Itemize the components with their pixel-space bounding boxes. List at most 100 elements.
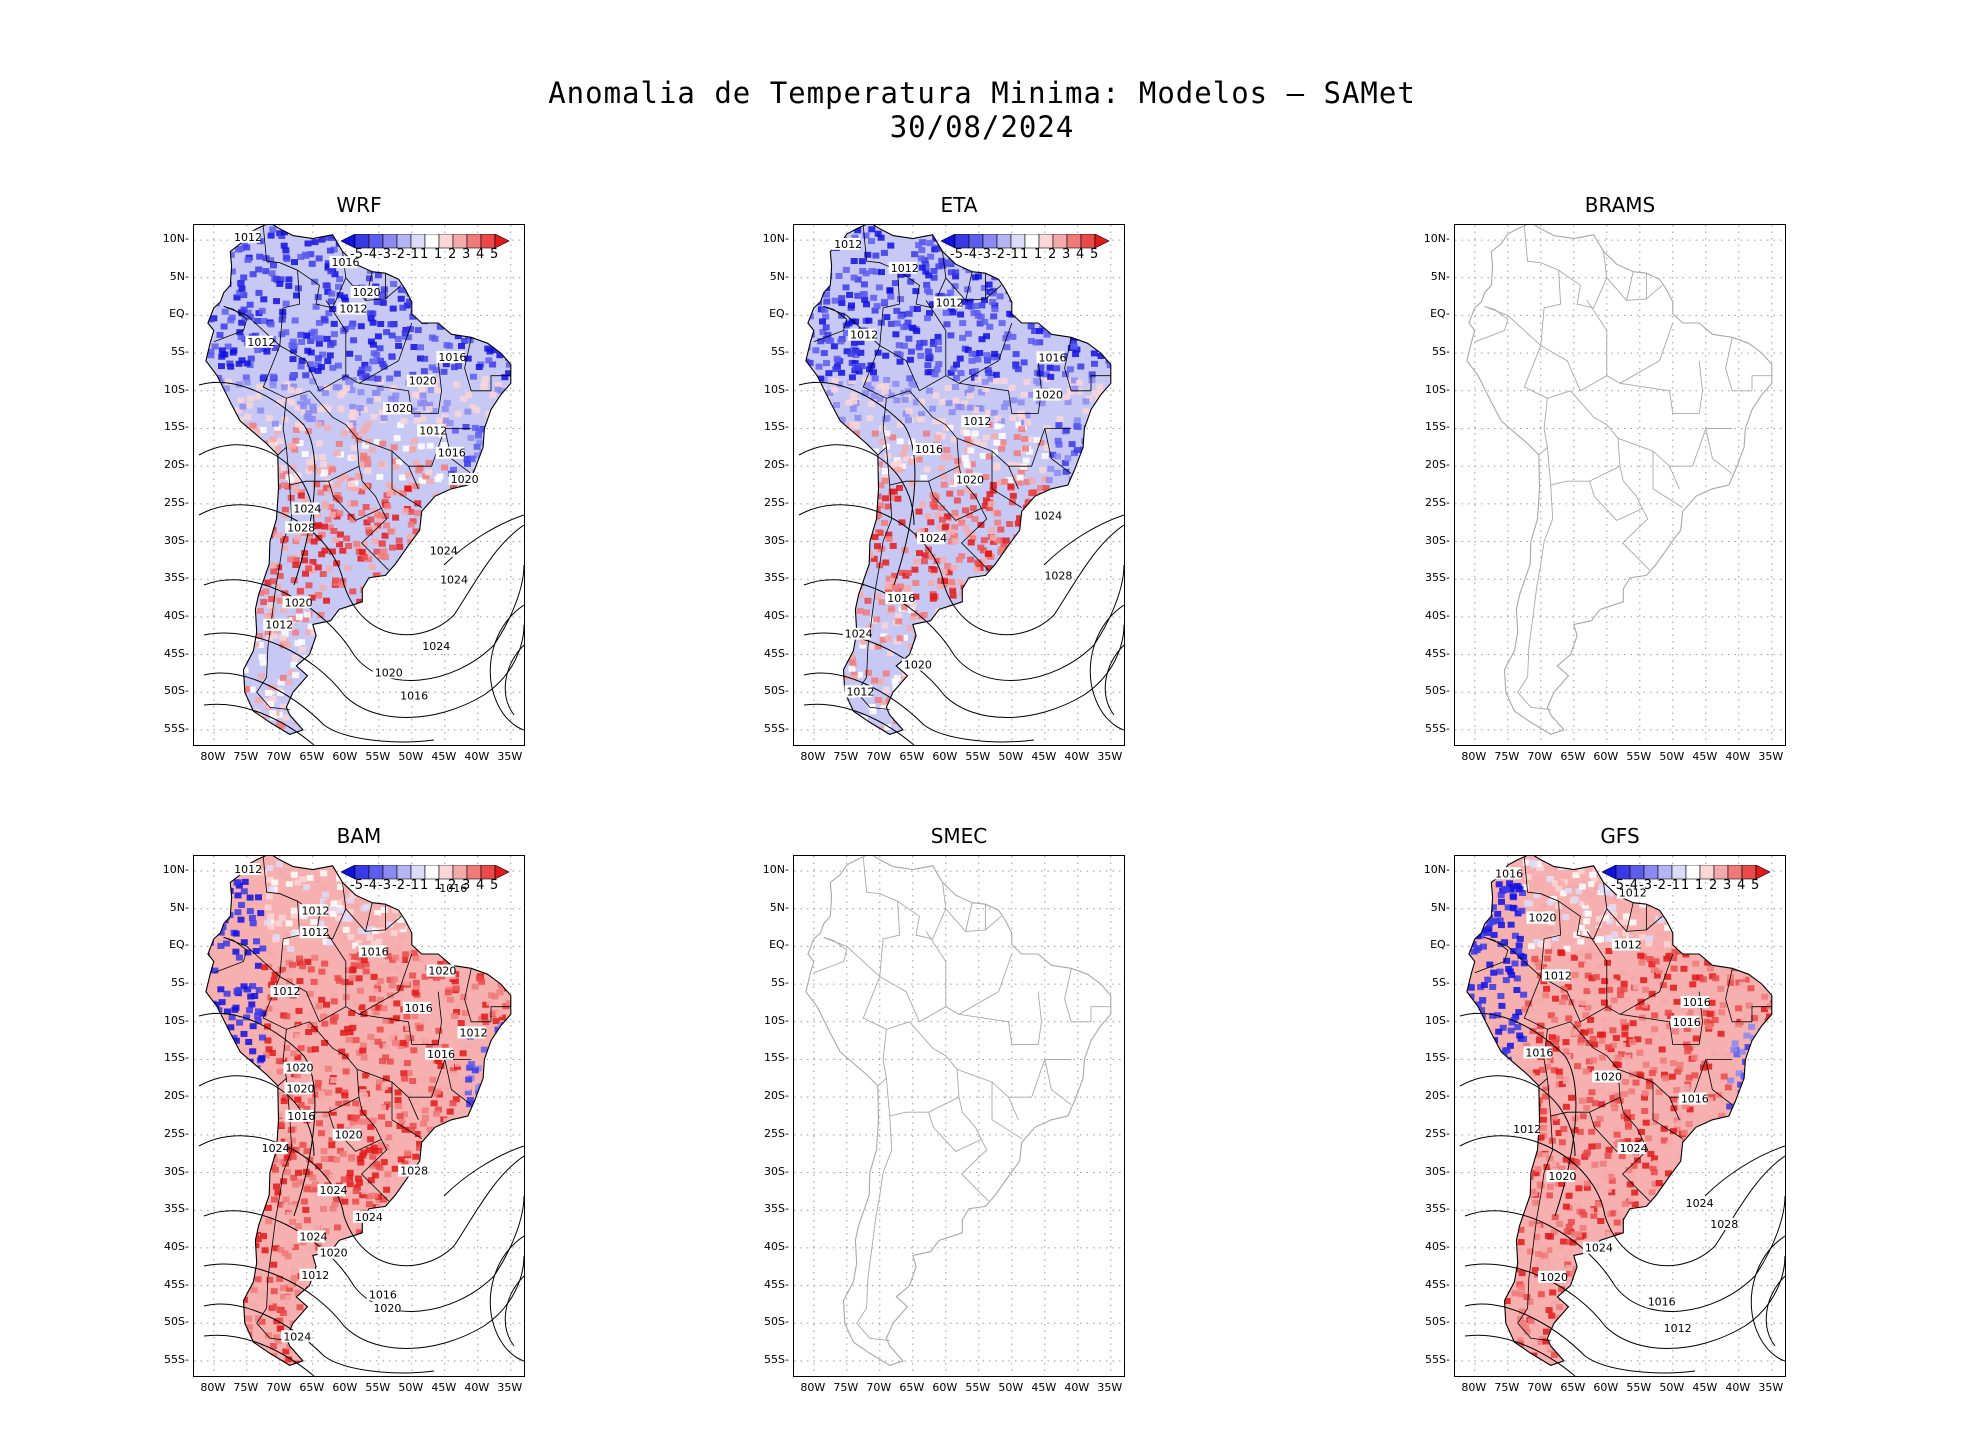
isobar-label-bg [1036, 351, 1065, 364]
lat-tick-label: EQ- [769, 938, 789, 952]
lat-tick-label: 35S- [164, 571, 189, 585]
isobar-label-bg [366, 1288, 395, 1301]
isobar-label: 1020 [451, 473, 479, 486]
colorbar-tick-label: 2 [1709, 878, 1718, 893]
isobars [1459, 1012, 1785, 1376]
colorbar-tick-label: 1 [420, 878, 429, 893]
isobar-label: 1012 [963, 415, 991, 428]
isobar-label-bg [885, 591, 914, 604]
isobar-label: 1028 [287, 521, 315, 534]
colorbar-tick-label: -5 [350, 247, 363, 262]
isobar-label: 1012 [301, 926, 329, 939]
isobar-label: 1020 [287, 1082, 315, 1095]
colorbar-tick-label: -2 [992, 247, 1005, 262]
lat-tick-label: 5N- [1430, 900, 1450, 914]
lon-tick-label: 50W [398, 750, 424, 763]
isobar-label-bg [371, 1301, 400, 1314]
colorbar-tick-label: -3 [978, 247, 991, 262]
isobar-label-bg [913, 443, 942, 456]
lat-tick-label: 5N- [1430, 269, 1450, 283]
colorbar-tick-label: -5 [350, 878, 363, 893]
isobar-label: 1024 [440, 573, 468, 586]
lat-tick-label: 35S- [764, 1202, 789, 1216]
isobar-label: 1024 [299, 1230, 327, 1243]
lon-tick-label: 45W [1692, 750, 1718, 763]
isobar-label-bg [332, 1128, 361, 1141]
isobar-label: 1012 [460, 1026, 488, 1039]
isobar-label: 1016 [1525, 1046, 1553, 1059]
isobar-label-bg [1032, 509, 1061, 522]
isobar-label: 1024 [283, 1330, 311, 1343]
colorbar-wrf [341, 234, 510, 249]
isobar-label: 1012 [1664, 1322, 1692, 1335]
colorbar-tick-label: 2 [448, 247, 457, 262]
isobar-label-bg [299, 926, 328, 939]
colorbar-eta [941, 234, 1110, 249]
isobar-label: 1016 [369, 1288, 397, 1301]
lat-tick-label: 10S- [764, 1013, 789, 1027]
map-svg-bam: 1012101610121012101610201012101610121016… [194, 856, 524, 1376]
lon-tick-label: 45W [431, 750, 457, 763]
isobar-label-bg [916, 532, 945, 545]
isobar-label: 1024 [293, 502, 321, 515]
isobar-label-bg [329, 256, 358, 269]
lon-tick-label: 65W [1560, 1381, 1586, 1394]
isobar-label-bg [438, 573, 467, 586]
lat-tick-label: 15S- [164, 1051, 189, 1065]
lon-tick-label: 55W [1626, 1381, 1652, 1394]
isobar-label: 1016 [361, 945, 389, 958]
lon-tick-label: 65W [899, 1381, 925, 1394]
lat-tick-label: 20S- [1425, 458, 1450, 472]
lat-tick-label: 55S- [764, 1352, 789, 1366]
lon-tick-label: 75W [233, 1381, 259, 1394]
isobar-label-bg [1611, 938, 1640, 951]
isobar-label: 1024 [1585, 1242, 1613, 1255]
lat-tick-label: 5S- [771, 345, 789, 359]
isobars [198, 1012, 524, 1376]
isobar-label-bg [424, 1047, 453, 1060]
lat-tick-label: 25S- [164, 1126, 189, 1140]
isobar-label-bg [383, 402, 412, 415]
lat-tick-label: 10N- [1423, 863, 1450, 877]
isobar-label: 1012 [419, 424, 447, 437]
lon-tick-label: 45W [1031, 750, 1057, 763]
lon-tick-label: 40W [1064, 750, 1090, 763]
isobar-label-bg [420, 639, 449, 652]
isobar-label-bg [832, 237, 861, 250]
lon-tick-label: 75W [833, 1381, 859, 1394]
colorbar-tick-label: 2 [448, 878, 457, 893]
graticule [794, 856, 1124, 1376]
lat-tick-label: 25S- [1425, 495, 1450, 509]
colorbar-tick-label: -2 [392, 247, 405, 262]
isobar-label: 1012 [247, 336, 275, 349]
panel-title-smec: SMEC [930, 824, 988, 848]
isobar-label: 1020 [375, 666, 403, 679]
isobar-label-bg [1680, 995, 1709, 1008]
lon-tick-label: 80W [200, 1381, 226, 1394]
colorbar-tick-label: -3 [378, 878, 391, 893]
isobar-label: 1012 [234, 231, 262, 244]
colorbar-tick-label: 1 [434, 247, 443, 262]
panel-title-bam: BAM [336, 824, 382, 848]
isobar-label: 1028 [400, 1165, 428, 1178]
graticule [1455, 225, 1785, 745]
isobar-label: 1020 [335, 1129, 363, 1142]
isobar-label-bg [842, 627, 871, 640]
isobar-label: 1020 [320, 1247, 348, 1260]
isobar-label: 1020 [409, 375, 437, 388]
isobar-label: 1016 [438, 351, 466, 364]
panel-title-wrf: WRF [336, 193, 382, 217]
isobar-label-bg [350, 285, 379, 298]
isobar-label-bg [1645, 1295, 1674, 1308]
colorbar-tick-label: 1 [1020, 247, 1029, 262]
lat-tick-label: 15S- [1425, 420, 1450, 434]
isobar-label: 1016 [887, 592, 915, 605]
isobar-label: 1028 [1044, 569, 1072, 582]
lon-tick-label: 50W [1659, 1381, 1685, 1394]
lon-tick-label: 75W [233, 750, 259, 763]
lat-tick-label: 30S- [764, 1164, 789, 1178]
colorbar-tick-label: 1 [434, 878, 443, 893]
lon-tick-label: 35W [1097, 1381, 1123, 1394]
isobar-label-bg [1616, 886, 1645, 899]
lat-tick-label: 40S- [1425, 1239, 1450, 1253]
